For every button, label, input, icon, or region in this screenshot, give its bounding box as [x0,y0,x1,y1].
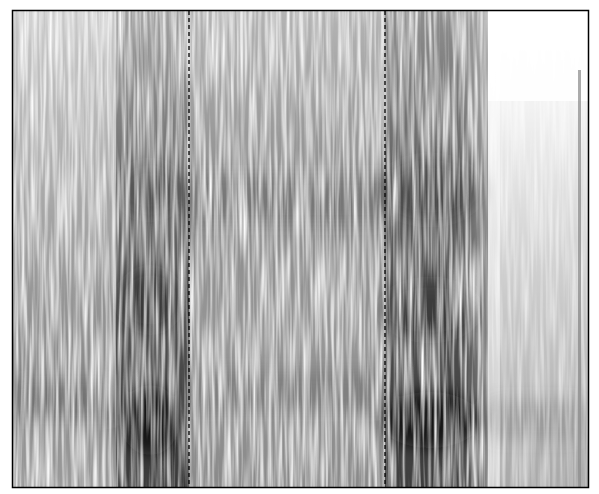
texture [13,11,483,487]
page-body [0,0,599,494]
spectrogram-image [13,11,588,487]
page: Spectrogram {} html, body { margin: 0; p… [0,0,599,494]
edge-streak [578,70,581,487]
spectrogram [0,0,599,494]
silence [488,11,588,101]
